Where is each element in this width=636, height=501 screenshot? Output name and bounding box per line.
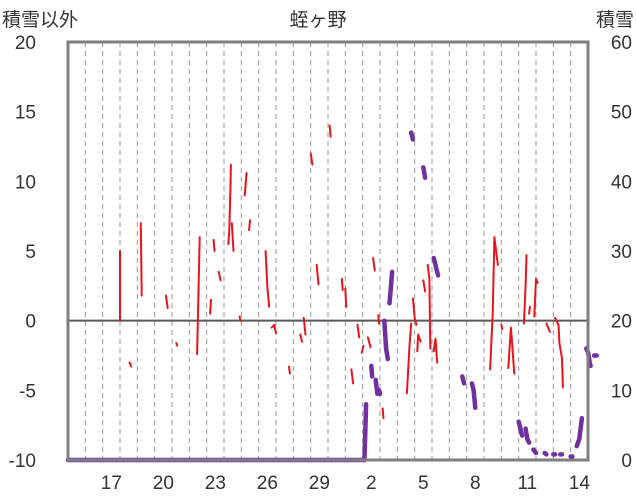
temperature-segment xyxy=(372,257,376,272)
temperature-segment xyxy=(533,277,539,318)
x-tick-label: 5 xyxy=(418,473,429,494)
temperature-segment xyxy=(350,368,355,385)
x-tick-label: 17 xyxy=(101,473,122,494)
temperature-segment xyxy=(212,238,216,252)
temperature-segment xyxy=(507,326,516,375)
left-tick-label: -5 xyxy=(19,381,36,402)
temperature-segment xyxy=(248,219,251,232)
x-tick-label: 29 xyxy=(309,473,330,494)
right-tick-label: 40 xyxy=(611,172,632,193)
temperature-segment xyxy=(230,222,235,252)
temperature-segment xyxy=(522,254,528,325)
temperature-segment xyxy=(227,163,232,245)
temperature-segment xyxy=(426,263,432,350)
vertical-gridlines xyxy=(84,42,572,460)
right-axis-label: 積雪 xyxy=(596,9,634,31)
temperature-segment xyxy=(264,250,271,308)
temperature-segment xyxy=(196,236,201,356)
right-tick-label: 50 xyxy=(611,103,632,124)
snow-depth-segment xyxy=(469,381,478,411)
temperature-segment xyxy=(545,322,551,333)
snow-depth-segment xyxy=(421,165,428,181)
temperature-segment xyxy=(315,263,320,286)
temperature-segment xyxy=(344,287,348,308)
right-tick-label: 0 xyxy=(621,451,632,472)
temperature-segment xyxy=(288,365,291,375)
snow-depth-segment xyxy=(523,426,532,445)
left-axis-label: 積雪以外 xyxy=(2,9,78,31)
x-tick-label: 8 xyxy=(470,473,481,494)
right-tick-label: 10 xyxy=(611,381,632,402)
temperature-segment xyxy=(554,316,564,389)
temperature-segment xyxy=(209,298,212,315)
temperature-segment xyxy=(139,222,143,297)
temperature-segment xyxy=(405,322,413,395)
left-tick-label: 5 xyxy=(25,242,36,263)
temperature-segment xyxy=(340,277,344,291)
temperature-segment xyxy=(164,294,169,310)
temperature-segment xyxy=(489,236,499,371)
x-tick-label: 11 xyxy=(517,473,537,494)
temperature-segment xyxy=(528,305,531,315)
temperature-segment xyxy=(175,342,179,347)
left-tick-label: 20 xyxy=(15,33,36,54)
left-tick-labels: 20 15 10 5 0 -5 -10 xyxy=(9,33,36,472)
left-tick-label: -10 xyxy=(9,451,36,472)
temperature-segment xyxy=(299,333,303,343)
snow-depth-segment xyxy=(382,318,391,362)
snow-depth-segment xyxy=(376,388,383,397)
snow-depth-segment xyxy=(516,419,525,438)
snow-depth-segment xyxy=(369,363,375,379)
temperature-segment xyxy=(238,315,242,322)
right-tick-label: 30 xyxy=(611,242,632,263)
chart-title: 蛭ヶ野 xyxy=(289,9,346,31)
temperature-segment xyxy=(411,297,418,326)
temperature-segment xyxy=(422,279,427,293)
left-tick-label: 10 xyxy=(15,172,36,193)
x-tick-label: 14 xyxy=(569,473,591,494)
temperature-segment xyxy=(360,344,365,354)
right-tick-labels: 60 50 40 30 20 10 0 xyxy=(611,33,632,472)
temperature-segment xyxy=(217,270,222,282)
x-tick-label: 20 xyxy=(153,473,174,494)
temperature-segment xyxy=(243,172,248,197)
snow-depth-segment xyxy=(408,130,416,142)
temperature-segment xyxy=(328,124,332,138)
plot-frame xyxy=(66,40,590,462)
temperature-segment xyxy=(302,316,307,336)
temperature-segment xyxy=(381,407,385,420)
left-tick-label: 0 xyxy=(25,312,36,333)
right-tick-label: 60 xyxy=(611,33,632,54)
x-tick-labels: 17 20 23 26 29 2 5 8 11 14 xyxy=(101,473,591,494)
left-tick-label: 15 xyxy=(15,103,36,124)
x-tick-label: 26 xyxy=(257,473,278,494)
snow-depth-segment xyxy=(460,374,467,386)
right-tick-label: 20 xyxy=(611,312,632,333)
snow-depth-segment xyxy=(574,415,585,449)
temperature-segment xyxy=(432,337,439,364)
temperature-segment xyxy=(377,314,381,325)
snow-depth-segment xyxy=(362,402,369,463)
temperature-segment xyxy=(416,333,422,353)
x-tick-label: 23 xyxy=(205,473,226,494)
x-tick-label: 2 xyxy=(366,473,377,494)
temperature-segment xyxy=(128,361,133,368)
snow-depth-segment xyxy=(431,255,441,278)
snow-depth-segment xyxy=(542,450,549,457)
temperature-segment xyxy=(356,323,361,339)
snow-depth-segment xyxy=(531,447,539,456)
temperature-segment xyxy=(270,323,277,335)
snow-depth-segment xyxy=(387,269,395,306)
temperature-segment xyxy=(500,323,504,330)
temperature-segment xyxy=(309,152,314,166)
temperature-segment xyxy=(366,336,372,349)
